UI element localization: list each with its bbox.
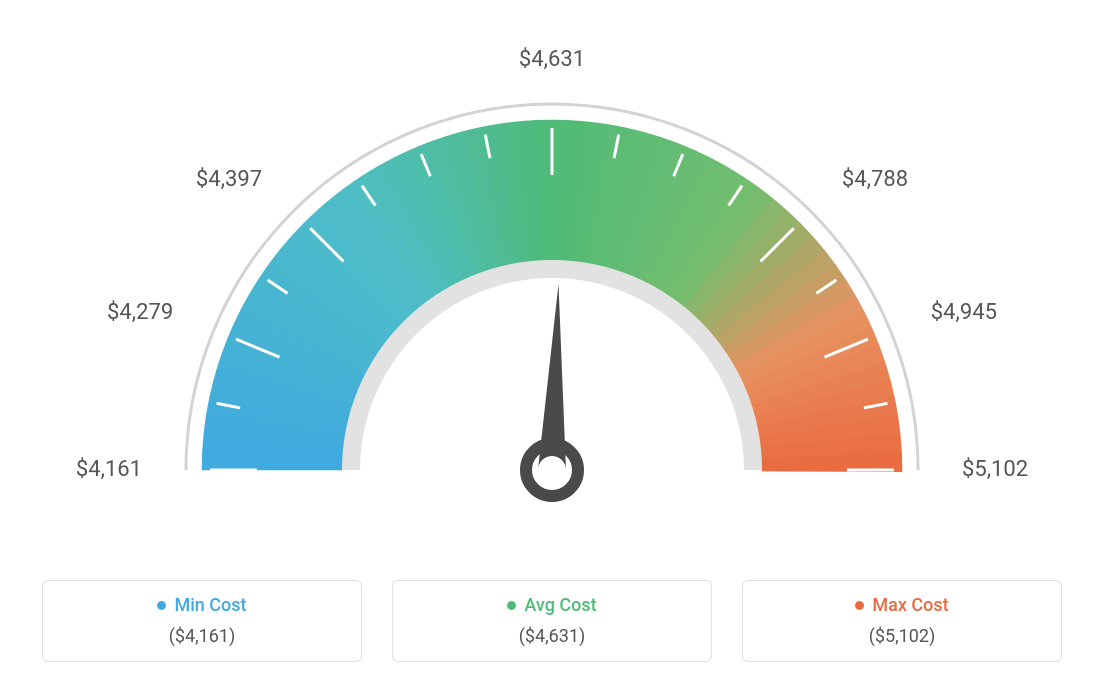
legend-label-avg: Avg Cost <box>524 595 596 616</box>
legend-title-max: Max Cost <box>855 595 948 616</box>
legend-dot-max <box>855 601 864 610</box>
legend-title-avg: Avg Cost <box>507 595 596 616</box>
gauge-chart: $4,161 $4,279 $4,397 $4,631 $4,788 $4,945 $5,1… <box>0 0 1104 560</box>
legend-value-avg: ($4,631) <box>519 626 586 647</box>
legend-card-avg: Avg Cost ($4,631) <box>392 580 712 662</box>
legend-value-min: ($4,161) <box>169 626 236 647</box>
gauge-tick-label: $4,631 <box>519 47 585 72</box>
legend-row: Min Cost ($4,161) Avg Cost ($4,631) Max … <box>0 560 1104 682</box>
gauge-tick-label: $4,788 <box>842 167 908 192</box>
gauge-tick-label: $5,102 <box>962 457 1028 482</box>
legend-card-min: Min Cost ($4,161) <box>42 580 362 662</box>
gauge-tick-label: $4,397 <box>196 167 262 192</box>
legend-dot-avg <box>507 601 516 610</box>
gauge-tick-label: $4,279 <box>107 300 173 325</box>
gauge-tick-label: $4,161 <box>76 457 142 482</box>
gauge-svg: $4,161 $4,279 $4,397 $4,631 $4,788 $4,945 $5,1… <box>0 0 1104 560</box>
legend-value-max: ($5,102) <box>869 626 936 647</box>
legend-title-min: Min Cost <box>157 595 246 616</box>
legend-card-max: Max Cost ($5,102) <box>742 580 1062 662</box>
legend-label-max: Max Cost <box>872 595 948 616</box>
gauge-tick-label: $4,945 <box>931 300 997 325</box>
legend-dot-min <box>157 601 166 610</box>
legend-label-min: Min Cost <box>174 595 246 616</box>
